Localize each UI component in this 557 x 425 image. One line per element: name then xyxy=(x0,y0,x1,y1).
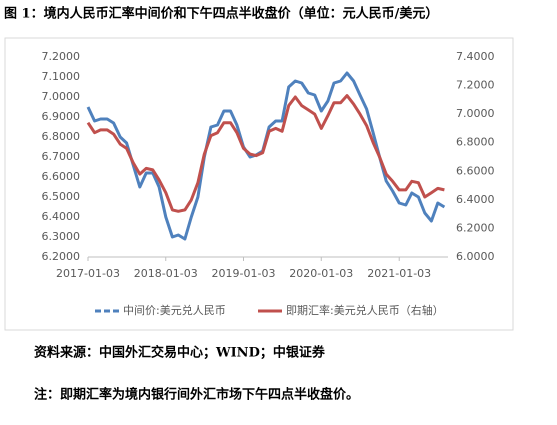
chart-frame xyxy=(4,37,514,331)
y-tick-label: 6.9000 xyxy=(42,110,81,123)
x-tick-label: 2019-01-03 xyxy=(212,267,276,280)
x-tick-label: 2017-01-03 xyxy=(56,267,120,280)
y2-tick-label: 6.4000 xyxy=(456,193,495,206)
series-line xyxy=(86,94,445,213)
y-tick-label: 6.4000 xyxy=(42,210,81,223)
y-tick-label: 6.6000 xyxy=(42,170,81,183)
chart-title: 图 1：境内人民币汇率中间价和下午四点半收盘价（单位：元人民币/美元） xyxy=(4,6,438,22)
y-tick-label: 7.2000 xyxy=(42,50,81,63)
y-tick-label: 6.2000 xyxy=(42,250,81,263)
y2-tick-label: 6.0000 xyxy=(456,250,495,263)
series-line xyxy=(86,71,446,241)
y-tick-label: 6.3000 xyxy=(42,230,81,243)
x-tick-label: 2021-01-03 xyxy=(367,267,431,280)
source: 资料来源：中国外汇交易中心；WIND；中银证券 xyxy=(34,345,326,361)
legend-label: 即期汇率:美元兑人民币（右轴） xyxy=(286,303,444,317)
y2-tick-label: 7.2000 xyxy=(456,79,495,92)
x-tick-label: 2020-01-03 xyxy=(289,267,353,280)
y-tick-label: 6.8000 xyxy=(42,130,81,143)
y-tick-label: 6.5000 xyxy=(42,190,81,203)
y2-tick-label: 7.0000 xyxy=(456,107,495,120)
y2-tick-label: 6.8000 xyxy=(456,136,495,149)
y2-tick-label: 7.4000 xyxy=(456,50,495,63)
y2-tick-label: 6.2000 xyxy=(456,221,495,234)
y-tick-label: 6.7000 xyxy=(42,150,81,163)
y2-tick-label: 6.6000 xyxy=(456,164,495,177)
y-tick-label: 7.0000 xyxy=(42,90,81,103)
y-tick-label: 7.1000 xyxy=(42,70,81,83)
legend-label: 中间价:美元兑人民币 xyxy=(123,303,226,317)
note: 注：即期汇率为境内银行间外汇市场下午四点半收盘价。 xyxy=(34,387,359,403)
x-tick-label: 2018-01-03 xyxy=(134,267,198,280)
